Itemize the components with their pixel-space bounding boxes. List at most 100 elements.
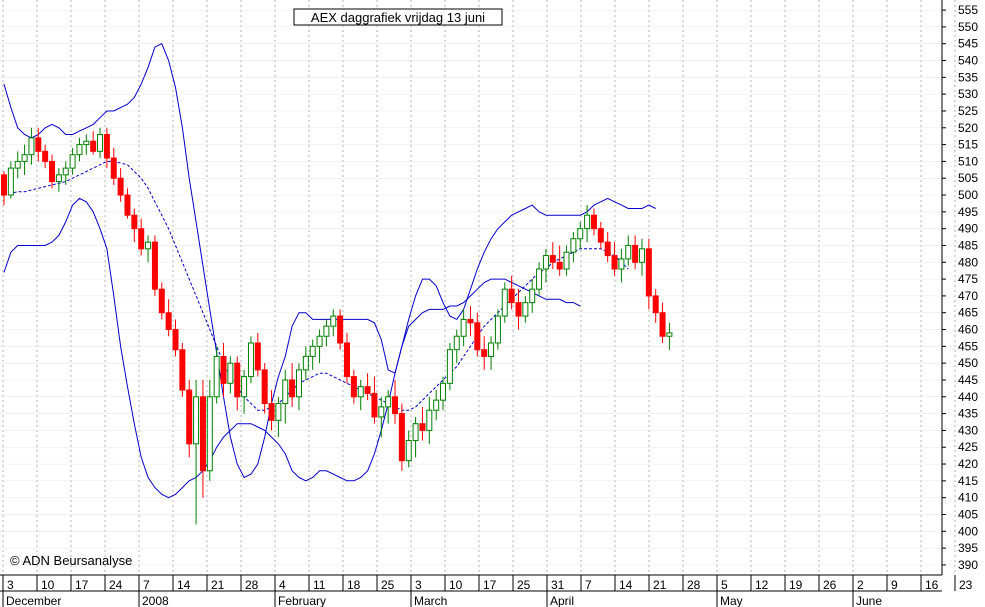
x-tick-label: 7 — [143, 578, 150, 592]
bollinger-bands — [3, 43, 656, 499]
candle-body — [145, 241, 152, 250]
y-tick-label: 410 — [958, 491, 978, 505]
y-tick-label: 480 — [958, 255, 978, 269]
y-tick-label: 535 — [958, 70, 978, 84]
y-tick-label: 515 — [958, 138, 978, 152]
candle-body — [625, 244, 632, 260]
x-tick-label: 23 — [959, 578, 973, 592]
candle-body — [220, 355, 227, 384]
candle-body — [337, 315, 344, 344]
candle-body — [193, 396, 200, 445]
upper-band-line — [3, 43, 656, 479]
candle-body — [584, 214, 591, 230]
y-tick-label: 420 — [958, 457, 978, 471]
lower-band-line — [3, 197, 581, 499]
candle-body — [405, 439, 412, 462]
candle-body — [124, 194, 131, 216]
candle-body — [110, 157, 117, 179]
candle-body — [323, 325, 330, 337]
candle-body — [412, 423, 419, 441]
x-tick-label: 19 — [789, 578, 803, 592]
y-tick-label: 460 — [958, 323, 978, 337]
y-tick-label: 485 — [958, 238, 978, 252]
chart-title: AEX daggrafiek vrijdag 13 juni — [311, 10, 485, 25]
candle-body — [275, 403, 282, 421]
candle-body — [247, 342, 254, 378]
candle-body — [227, 362, 234, 384]
month-label: April — [550, 594, 574, 607]
x-tick-label: 26 — [823, 578, 837, 592]
y-tick-label: 465 — [958, 306, 978, 320]
title-group: AEX daggrafiek vrijdag 13 juni — [293, 8, 503, 26]
candle-body — [186, 389, 193, 445]
x-tick-label: 31 — [551, 578, 565, 592]
y-tick-label: 505 — [958, 171, 978, 185]
candle-body — [268, 403, 275, 421]
x-tick-label: 28 — [245, 578, 259, 592]
candle-body — [666, 332, 673, 337]
x-tick-label: 21 — [653, 578, 667, 592]
candle-body — [117, 177, 124, 196]
month-label: 2008 — [142, 594, 169, 607]
candle-body — [7, 167, 14, 196]
candle-body — [69, 154, 76, 169]
candle-body — [254, 342, 261, 371]
x-tick-label: 5 — [721, 578, 728, 592]
candle-body — [563, 251, 570, 270]
x-tick-label: 10 — [449, 578, 463, 592]
candle-body — [55, 174, 62, 183]
candle-body — [426, 409, 433, 431]
y-tick-label: 525 — [958, 104, 978, 118]
x-tick-label: 21 — [211, 578, 225, 592]
candle-body — [446, 349, 453, 384]
candle-body — [28, 137, 35, 156]
month-label: March — [414, 594, 447, 607]
candle-body — [371, 392, 378, 418]
candle-body — [316, 335, 323, 347]
x-tick-label: 4 — [279, 578, 286, 592]
candle-body — [172, 329, 179, 351]
x-tick-label: 2 — [857, 578, 864, 592]
title-box — [293, 8, 503, 26]
candle-body — [350, 376, 357, 398]
y-tick-label: 550 — [958, 20, 978, 34]
month-label: May — [720, 594, 743, 607]
y-tick-label: 390 — [958, 558, 978, 572]
y-tick-label: 520 — [958, 121, 978, 135]
candle-body — [90, 140, 97, 152]
x-tick-label: 12 — [755, 578, 769, 592]
grid-layer — [0, 0, 956, 575]
candle-body — [474, 322, 481, 351]
x-tick-label: 7 — [585, 578, 592, 592]
candle-body — [97, 134, 104, 152]
candle-body — [76, 144, 83, 156]
candle-body — [103, 134, 110, 159]
candle-body — [460, 318, 467, 337]
month-label: February — [278, 594, 326, 607]
candle-body — [440, 382, 447, 401]
y-tick-label: 475 — [958, 272, 978, 286]
candle-body — [508, 288, 515, 304]
x-tick-label: 10 — [41, 578, 55, 592]
x-tick-label: 16 — [925, 578, 939, 592]
watermark: © ADN Beursanalyse — [10, 553, 132, 568]
x-tick-label: 11 — [313, 578, 326, 592]
y-tick-label: 430 — [958, 423, 978, 437]
y-tick-label: 510 — [958, 154, 978, 168]
candle-body — [234, 362, 241, 398]
candle-body — [419, 423, 426, 431]
x-tick-label: 24 — [109, 578, 123, 592]
candle-body — [213, 355, 220, 398]
candle-body — [645, 248, 652, 297]
month-label: December — [6, 594, 61, 607]
candle-body — [131, 214, 138, 230]
candle-body — [659, 312, 666, 337]
candle-body — [261, 369, 268, 405]
candle-body — [289, 379, 296, 398]
x-tick-label: 28 — [687, 578, 701, 592]
candle-body — [501, 288, 508, 317]
candle-body — [604, 241, 611, 257]
candle-body — [158, 288, 165, 314]
